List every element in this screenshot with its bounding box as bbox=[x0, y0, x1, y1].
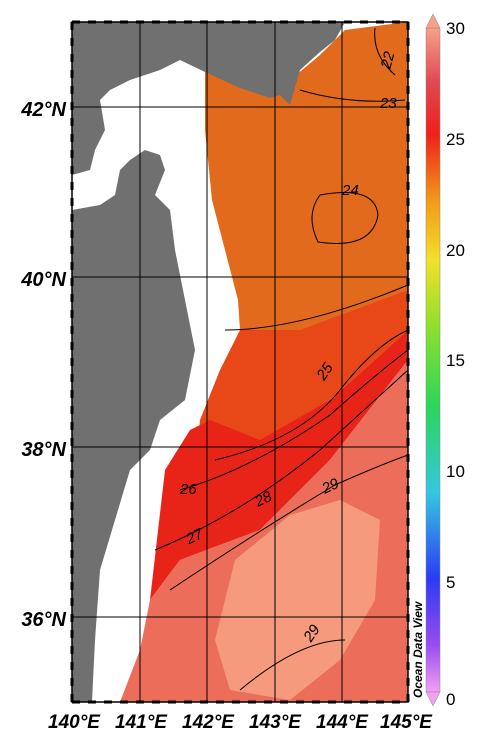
colorbar-tick-10: 10 bbox=[446, 462, 465, 481]
contour-label-23: 23 bbox=[379, 95, 397, 112]
colorbar-tick-30: 30 bbox=[446, 19, 465, 38]
isotherms bbox=[154, 27, 409, 691]
colorbar-tick-20: 20 bbox=[446, 241, 465, 260]
contour-label-22: 22 bbox=[377, 49, 398, 71]
lat-label-36n: 36°N bbox=[21, 609, 66, 631]
contour-label-28: 28 bbox=[251, 488, 275, 511]
colorbar-tick-25: 25 bbox=[446, 130, 465, 149]
contour-label-26: 26 bbox=[179, 481, 197, 498]
colorbar-tick-0: 0 bbox=[446, 690, 455, 709]
sst-field-red bbox=[150, 330, 408, 600]
contour-label-29a: 29 bbox=[318, 475, 342, 498]
lon-label-144e: 144°E bbox=[316, 712, 369, 733]
sst-field-orange-red bbox=[195, 290, 408, 470]
colorbar-tick-5: 5 bbox=[446, 573, 455, 592]
land-honshu bbox=[72, 150, 195, 702]
ocean-data-view-watermark: Ocean Data View bbox=[411, 601, 425, 698]
lat-label-38n: 38°N bbox=[21, 439, 66, 461]
lon-label-143e: 143°E bbox=[249, 712, 302, 733]
lon-label-140e: 140°E bbox=[48, 712, 101, 733]
frame-ticks bbox=[70, 20, 410, 704]
colorbar-bottom-arrow bbox=[425, 691, 441, 707]
contour-label-24: 24 bbox=[341, 182, 359, 199]
colorbar bbox=[425, 27, 441, 693]
graticule bbox=[72, 22, 408, 702]
sst-field-cool-north bbox=[205, 22, 408, 330]
colorbar-top-arrow bbox=[425, 13, 441, 29]
lon-label-145e: 145°E bbox=[380, 712, 433, 733]
contour-label-27: 27 bbox=[183, 525, 207, 548]
lon-label-142e: 142°E bbox=[182, 712, 235, 733]
lat-label-40n: 40°N bbox=[20, 269, 66, 291]
sst-warm-core bbox=[215, 500, 380, 700]
lat-label-42n: 42°N bbox=[20, 99, 66, 121]
colorbar-tick-15: 15 bbox=[446, 351, 465, 370]
lon-label-141e: 141°E bbox=[115, 712, 168, 733]
